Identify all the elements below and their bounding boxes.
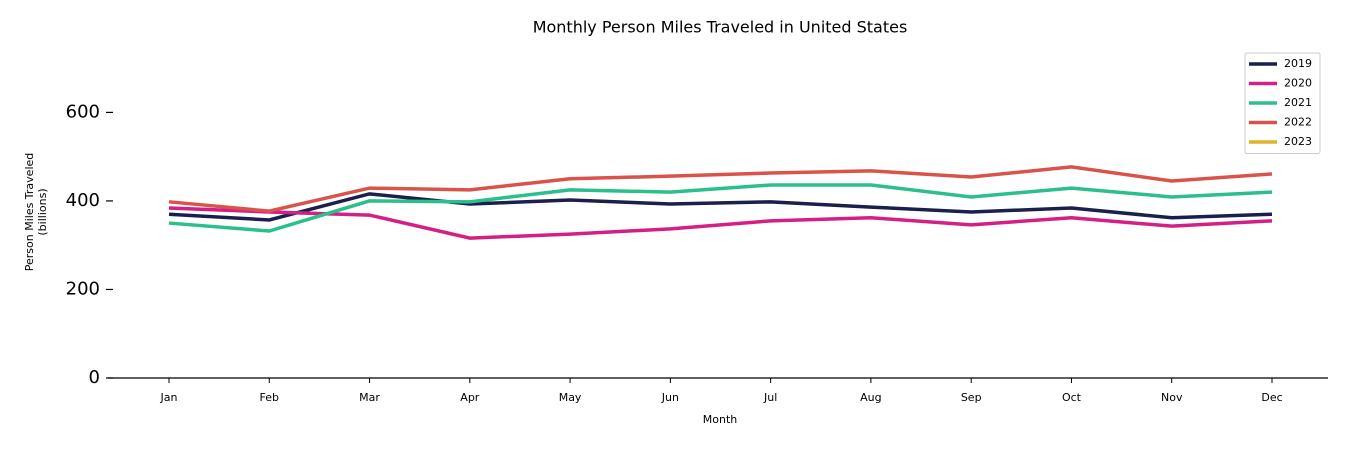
x-tick-label: Oct xyxy=(1062,391,1082,404)
x-tick-label: Jun xyxy=(661,391,679,404)
chart-title: Monthly Person Miles Traveled in United … xyxy=(533,18,908,37)
series-line xyxy=(168,206,1273,240)
x-tick-label: Feb xyxy=(260,391,279,404)
legend-label: 2023 xyxy=(1284,135,1312,148)
y-axis-label-line: Person Miles Traveled xyxy=(23,153,36,272)
x-tick-label: Mar xyxy=(359,391,380,404)
x-tick-label: Nov xyxy=(1161,391,1183,404)
legend-box xyxy=(1244,52,1321,154)
y-tick-label: 400 xyxy=(66,190,100,211)
legend-label: 2020 xyxy=(1284,77,1312,90)
x-axis-label: Month xyxy=(703,413,738,426)
legend-label: 2021 xyxy=(1284,96,1312,109)
y-tick-label: 0 xyxy=(89,367,100,388)
legend-label: 2019 xyxy=(1284,57,1312,70)
legend-label: 2022 xyxy=(1284,116,1312,129)
x-tick-label: Dec xyxy=(1261,391,1282,404)
x-tick-label: Jul xyxy=(763,391,777,404)
x-tick-label: Jan xyxy=(160,391,178,404)
series-line xyxy=(168,192,1273,222)
x-tick-label: Apr xyxy=(460,391,480,404)
y-axis-label-line: (billions) xyxy=(36,188,49,235)
x-tick-label: May xyxy=(559,391,582,404)
x-tick-label: Aug xyxy=(860,391,881,404)
y-axis-label: Person Miles Traveled(billions) xyxy=(23,153,49,272)
series-line xyxy=(168,183,1273,233)
series-line xyxy=(168,165,1273,213)
x-tick-label: Sep xyxy=(961,391,982,404)
y-tick-label: 600 xyxy=(66,101,100,122)
y-tick-label: 200 xyxy=(66,278,100,299)
